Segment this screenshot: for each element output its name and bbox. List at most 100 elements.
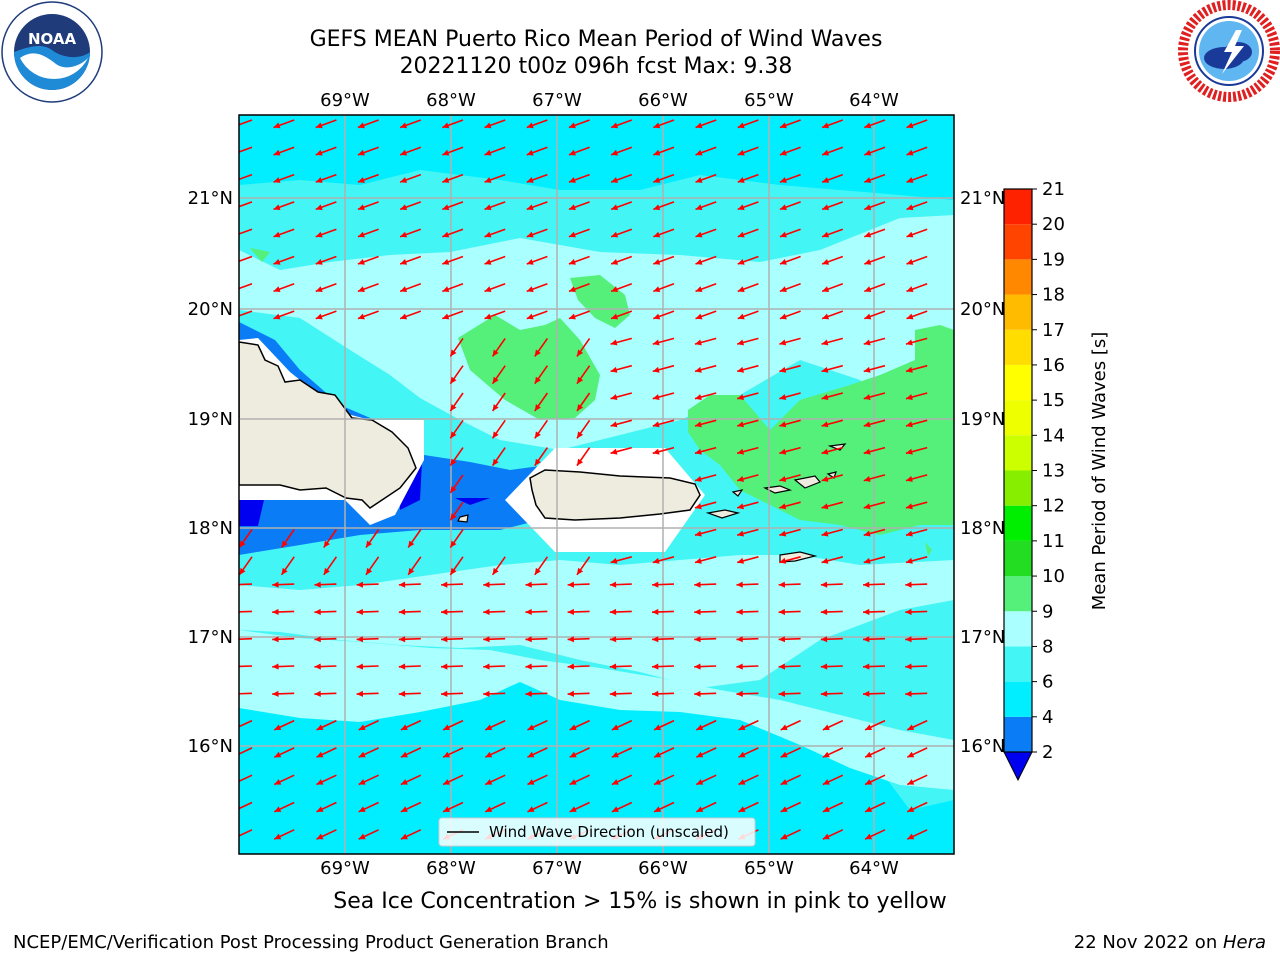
nws-logo <box>1178 0 1280 102</box>
direction-arrow-head <box>863 636 870 643</box>
direction-arrow-head <box>779 149 787 156</box>
direction-arrow-head <box>442 259 450 265</box>
direction-arrow-head <box>695 231 703 238</box>
direction-arrow-head <box>610 366 618 373</box>
direction-arrow-head <box>779 259 787 265</box>
direction-arrow-head <box>779 476 787 482</box>
direction-arrow-head <box>273 313 281 320</box>
sea-ice-note: Sea Ice Concentration > 15% is shown in … <box>333 889 947 914</box>
direction-arrow <box>239 665 253 668</box>
direction-arrow-head <box>568 149 576 156</box>
direction-arrow-head <box>400 149 408 156</box>
direction-arrow-head <box>779 503 787 510</box>
direction-arrow-head <box>779 366 787 373</box>
direction-arrow-head <box>492 567 499 575</box>
direction-arrow-head <box>398 581 406 588</box>
direction-arrow-head <box>534 404 541 412</box>
direction-arrow-head <box>737 557 745 564</box>
direction-arrow-head <box>526 259 534 265</box>
direction-arrow-head <box>905 394 913 401</box>
direction-arrow-head <box>358 833 366 840</box>
direction-arrow-head <box>779 177 787 183</box>
direction-arrow-head <box>822 779 830 785</box>
direction-arrow-head <box>779 339 787 346</box>
direction-arrow-head <box>568 313 576 320</box>
lat-tick-left: 21°N <box>188 188 233 209</box>
direction-arrow-head <box>654 806 662 812</box>
direction-arrow-head <box>863 476 871 482</box>
direction-arrow-head <box>272 690 279 697</box>
direction-arrow-head <box>525 636 532 643</box>
direction-arrow-head <box>534 567 541 575</box>
direction-arrow-head <box>653 122 661 129</box>
direction-arrow-head <box>231 150 238 156</box>
direction-arrow-head <box>863 557 871 564</box>
direction-arrow-head <box>273 177 281 183</box>
direction-arrow-head <box>610 394 618 401</box>
direction-arrow-head <box>653 204 661 211</box>
direction-arrow-head <box>609 663 617 670</box>
direction-arrow-head <box>316 751 324 758</box>
colorbar-swatch <box>1004 576 1032 612</box>
direction-arrow-head <box>694 366 702 373</box>
lon-tick-bottom: 65°W <box>744 858 794 879</box>
direction-arrow-head <box>525 663 532 670</box>
direction-arrow-head <box>314 636 321 643</box>
direction-arrow-head <box>864 231 872 238</box>
direction-arrow-head <box>654 724 662 730</box>
noaa-logo: NOAA <box>1 1 103 103</box>
direction-arrow-head <box>652 394 660 401</box>
direction-arrow-head <box>611 751 619 758</box>
direction-arrow-head <box>316 806 324 812</box>
direction-arrow-head <box>906 259 914 265</box>
land-tortola <box>793 475 821 489</box>
direction-arrow-head <box>358 751 366 758</box>
map-title: GEFS MEAN Puerto Rico Mean Period of Win… <box>309 27 883 52</box>
direction-arrow-head <box>526 204 534 211</box>
lon-tick-top: 66°W <box>638 90 688 111</box>
direction-arrow-head <box>323 567 330 575</box>
direction-arrow-head <box>863 663 870 670</box>
direction-arrow-head <box>821 421 829 428</box>
direction-arrow-head <box>398 690 406 697</box>
direction-arrow-head <box>315 231 323 238</box>
lon-tick-bottom: 69°W <box>320 858 370 879</box>
direction-arrow-head <box>907 751 915 758</box>
direction-arrow-head <box>736 608 743 615</box>
direction-arrow-head <box>485 724 493 730</box>
direction-arrow-head <box>441 690 448 697</box>
direction-arrow-head <box>568 286 576 293</box>
colorbar-tick-label: 20 <box>1042 214 1065 235</box>
direction-arrow-head <box>820 636 828 643</box>
lon-tick-bottom: 66°W <box>638 858 688 879</box>
colorbar-tick-label: 13 <box>1042 461 1065 482</box>
direction-arrow-head <box>569 779 577 785</box>
direction-arrow-head <box>863 366 871 373</box>
direction-arrow-head <box>450 486 457 493</box>
direction-arrow-head <box>568 204 576 211</box>
direction-arrow-head <box>272 581 279 588</box>
direction-arrow-head <box>821 366 829 373</box>
direction-arrow-head <box>365 540 373 548</box>
map-legend: Wind Wave Direction (unscaled) <box>438 817 756 847</box>
direction-arrow-head <box>576 567 584 575</box>
direction-arrow-head <box>694 503 702 510</box>
colorbar-swatch <box>1004 294 1032 330</box>
map-frame <box>238 114 955 855</box>
direction-arrow-head <box>567 581 575 588</box>
direction-arrow-head <box>483 636 490 643</box>
direction-arrow-head <box>273 149 281 156</box>
direction-arrow-head <box>822 286 830 293</box>
direction-arrow-head <box>526 313 534 320</box>
period-9-10-zone-east <box>688 325 954 535</box>
direction-arrow-head <box>906 313 914 320</box>
direction-arrow-head <box>525 581 532 588</box>
direction-arrow-head <box>821 394 829 401</box>
direction-arrow-head <box>652 581 659 588</box>
direction-arrow-head <box>400 313 408 320</box>
direction-arrow-head <box>863 394 871 401</box>
direction-arrow-head <box>273 286 281 293</box>
direction-arrow-head <box>780 724 788 730</box>
direction-arrow-head <box>652 339 660 346</box>
direction-arrow-head <box>609 636 617 643</box>
